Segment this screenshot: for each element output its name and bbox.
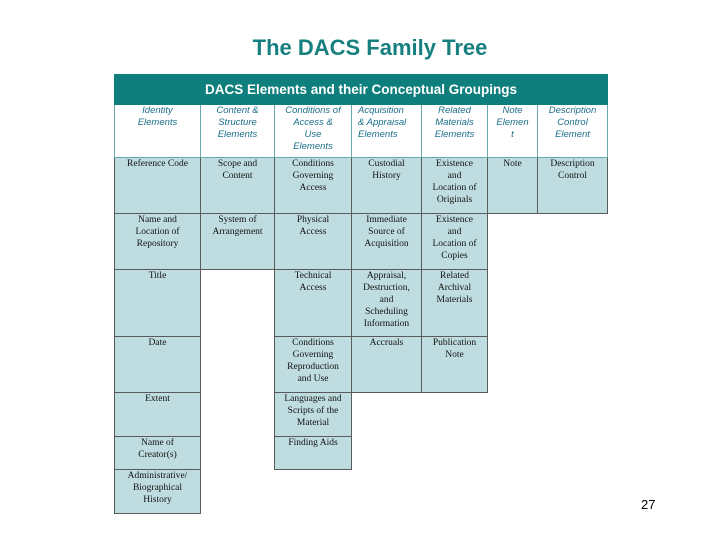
empty-cell	[537, 269, 608, 337]
element-cell: Scope and Content	[200, 157, 275, 214]
empty-cell	[421, 436, 488, 470]
table-caption: DACS Elements and their Conceptual Group…	[113, 74, 609, 105]
empty-cell	[351, 436, 422, 470]
element-cell: Immediate Source of Acquisition	[351, 213, 422, 270]
element-cell: Reference Code	[114, 157, 201, 214]
column-header: Identity Elements	[114, 104, 201, 158]
element-cell: Custodial History	[351, 157, 422, 214]
element-cell: Name and Location of Repository	[114, 213, 201, 270]
element-cell: Date	[114, 336, 201, 393]
element-cell: Note	[487, 157, 538, 214]
empty-cell	[537, 469, 608, 514]
empty-cell	[200, 436, 275, 470]
element-cell: Physical Access	[274, 213, 352, 270]
column-header: Acquisition & Appraisal Elements	[351, 104, 422, 158]
table-row: Name of Creator(s) Finding Aids	[114, 436, 608, 470]
empty-cell	[487, 392, 538, 437]
table-row: Date Conditions Governing Reproduction and U…	[114, 336, 608, 393]
table-row: Title Technical Access Appraisal, Destructio…	[114, 269, 608, 337]
empty-cell	[487, 213, 538, 270]
empty-cell	[487, 336, 538, 393]
element-cell: Related Archival Materials	[421, 269, 488, 337]
empty-cell	[200, 269, 275, 337]
element-cell: Finding Aids	[274, 436, 352, 470]
element-cell: System of Arrangement	[200, 213, 275, 270]
empty-cell	[537, 336, 608, 393]
column-header: Description Control Element	[536, 104, 609, 158]
element-cell: Technical Access	[274, 269, 352, 337]
empty-cell	[351, 469, 422, 514]
element-cell: Publication Note	[421, 336, 488, 393]
table-row: Reference Code Scope and Content Conditions…	[114, 157, 609, 214]
empty-cell	[200, 469, 275, 514]
column-header: Note Elemen t	[487, 104, 538, 158]
element-cell: Appraisal, Destruction, and Scheduling Infor…	[351, 269, 422, 337]
element-cell: Extent	[114, 392, 201, 437]
empty-cell	[421, 392, 488, 437]
empty-cell	[200, 392, 275, 437]
element-cell: Existence and Location of Copies	[421, 213, 488, 270]
empty-cell	[274, 469, 352, 514]
empty-cell	[487, 436, 538, 470]
element-cell: Accruals	[351, 336, 422, 393]
page-number: 27	[641, 497, 656, 512]
element-cell: Name of Creator(s)	[114, 436, 201, 470]
column-header: Related Materials Elements	[421, 104, 488, 158]
element-cell: Title	[114, 269, 201, 337]
element-cell: Existence and Location of Originals	[421, 157, 488, 214]
empty-cell	[537, 392, 608, 437]
empty-cell	[351, 392, 422, 437]
element-cell: Languages and Scripts of the Material	[274, 392, 352, 437]
empty-cell	[487, 269, 538, 337]
column-header: Content & Structure Elements	[200, 104, 275, 158]
element-cell: Description Control	[536, 157, 609, 214]
empty-cell	[537, 436, 608, 470]
element-cell: Administrative/Biographical History	[114, 469, 201, 514]
column-header: Conditions of Access & Use Elements	[274, 104, 352, 158]
empty-cell	[537, 213, 608, 270]
dacs-table: DACS Elements and their Conceptual Group…	[113, 74, 609, 514]
table-row: Extent Languages and Scripts of the Materia…	[114, 392, 608, 437]
table-row: Name and Location of Repository System of Ar…	[114, 213, 608, 270]
slide-title: The DACS Family Tree	[252, 35, 488, 60]
empty-cell	[487, 469, 538, 514]
empty-cell	[421, 469, 488, 514]
element-cell: Conditions Governing Reproduction and Use	[274, 336, 352, 393]
table-row: Administrative/Biographical History	[114, 469, 608, 514]
element-cell: Conditions Governing Access	[274, 157, 352, 214]
empty-cell	[200, 336, 275, 393]
header-row: Identity Elements Content & Structure Elemen…	[114, 104, 609, 158]
